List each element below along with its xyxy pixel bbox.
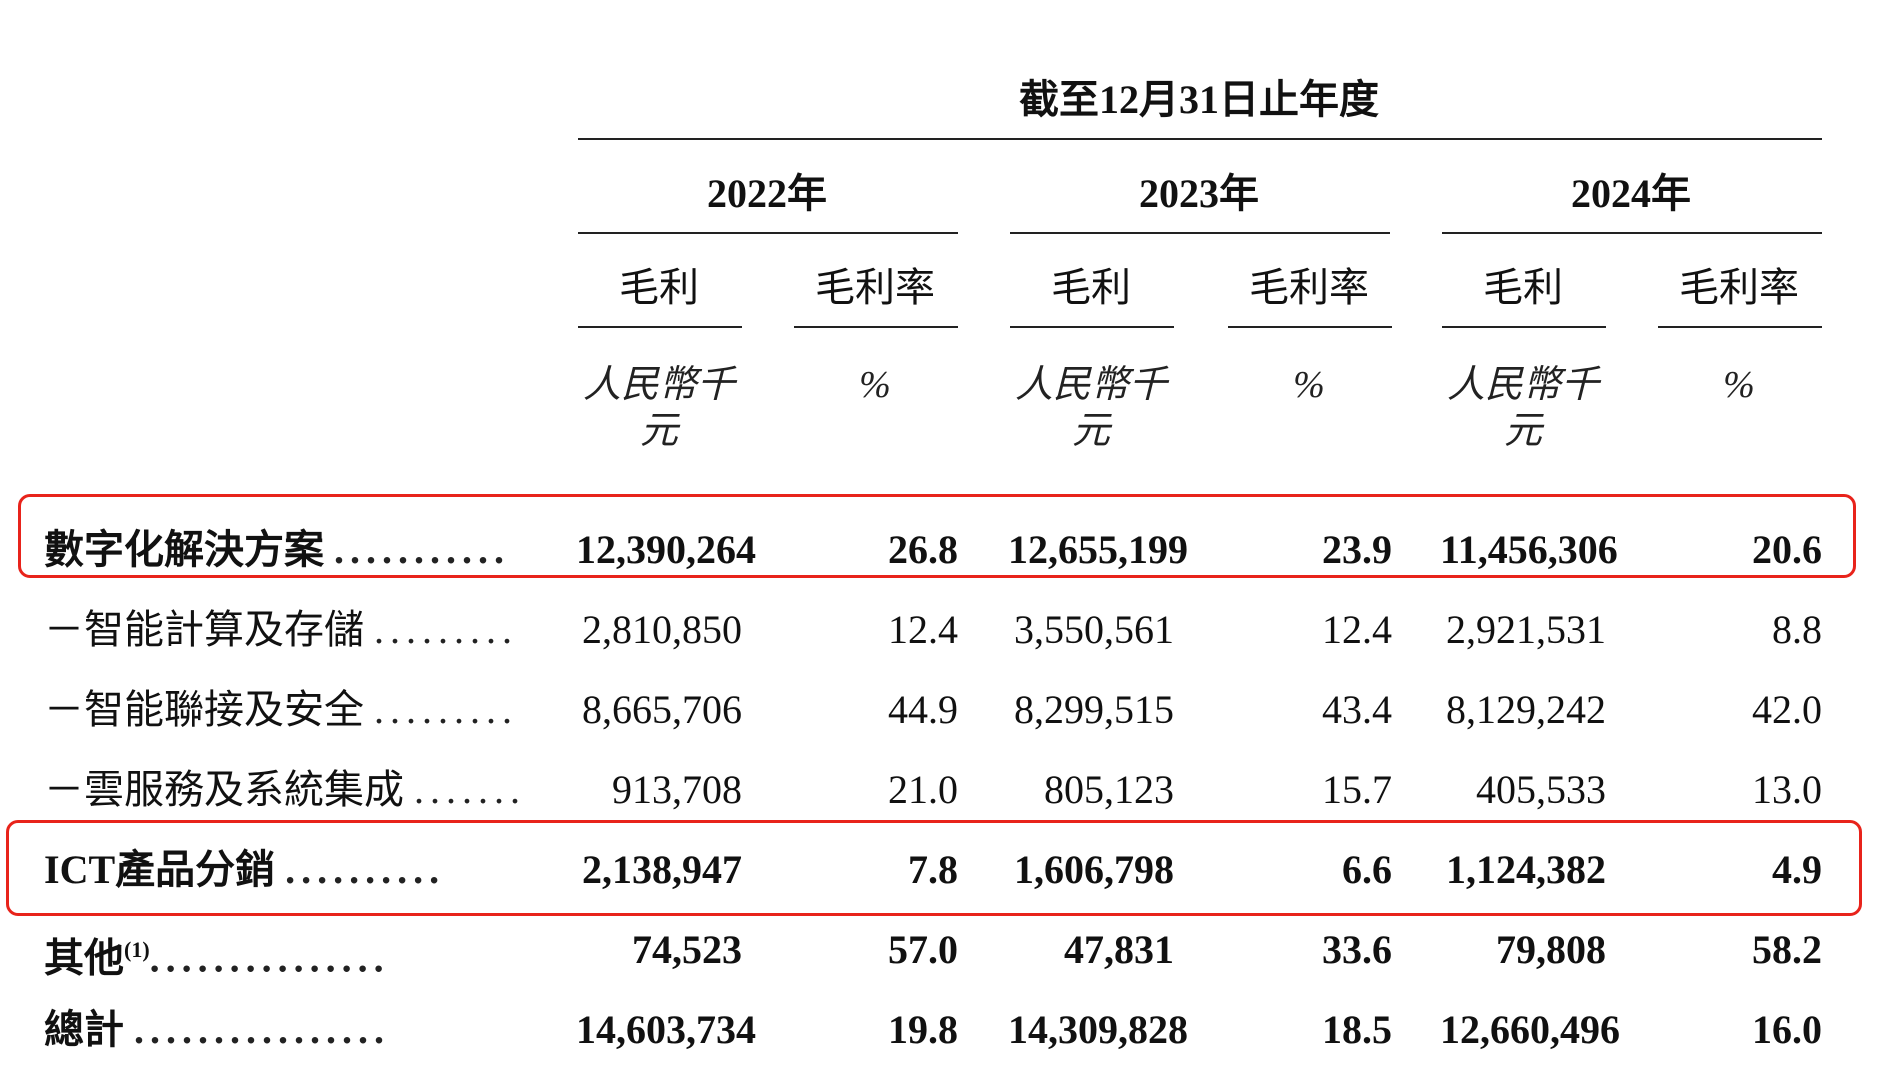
cell-margin-2022: 57.0 bbox=[888, 927, 958, 972]
year-rule-2024 bbox=[1442, 232, 1822, 234]
period-heading: 截至12月31日止年度 bbox=[1019, 77, 1379, 122]
cell-margin-2023: 18.5 bbox=[1322, 1007, 1392, 1052]
cell-gross-profit-2024: 405,533 bbox=[1476, 767, 1606, 812]
sub-rule bbox=[1010, 326, 1174, 328]
cell-gross-profit-2023: 12,655,199 bbox=[1008, 527, 1188, 572]
cell-margin-2022: 44.9 bbox=[888, 687, 958, 732]
cell-gross-profit-2024: 12,660,496 bbox=[1440, 1007, 1620, 1052]
cell-gross-profit-2022: 913,708 bbox=[612, 767, 742, 812]
row-label: ICT產品分銷 .......... bbox=[44, 847, 446, 892]
footnote-marker: (1) bbox=[124, 937, 150, 962]
cell-margin-2022: 21.0 bbox=[888, 767, 958, 812]
cell-margin-2024: 8.8 bbox=[1772, 607, 1822, 652]
cell-gross-profit-2023: 14,309,828 bbox=[1008, 1007, 1188, 1052]
sub-rule bbox=[1442, 326, 1606, 328]
cell-margin-2024: 4.9 bbox=[1772, 847, 1822, 892]
cell-margin-2022: 19.8 bbox=[888, 1007, 958, 1052]
cell-gross-profit-2023: 1,606,798 bbox=[1014, 847, 1174, 892]
year-2022: 2022年 bbox=[707, 171, 827, 216]
unit-percent-2022: % bbox=[859, 364, 891, 406]
unit-currency-2024: 人民幣千元 bbox=[1446, 364, 1599, 452]
sub-margin-2023: 毛利率 bbox=[1249, 265, 1369, 310]
year-2023: 2023年 bbox=[1139, 171, 1259, 216]
cell-gross-profit-2023: 805,123 bbox=[1044, 767, 1174, 812]
unit-percent-2024: % bbox=[1723, 364, 1755, 406]
sub-gross-profit-2022: 毛利 bbox=[619, 265, 699, 310]
year-rule-2022 bbox=[578, 232, 958, 234]
row-label: －智能聯接及安全 .......... bbox=[44, 687, 520, 732]
cell-gross-profit-2023: 47,831 bbox=[1064, 927, 1174, 972]
sub-gross-profit-2024: 毛利 bbox=[1483, 265, 1563, 310]
sub-gross-profit-2023: 毛利 bbox=[1051, 265, 1131, 310]
cell-gross-profit-2024: 8,129,242 bbox=[1446, 687, 1606, 732]
sub-rule bbox=[1228, 326, 1392, 328]
sub-rule bbox=[1658, 326, 1822, 328]
sub-margin-2024: 毛利率 bbox=[1679, 265, 1799, 310]
cell-gross-profit-2024: 11,456,306 bbox=[1440, 527, 1618, 572]
table-row-total: 總計 ................ 14,603,734 19.8 14,3… bbox=[0, 1000, 1882, 1060]
cell-margin-2023: 6.6 bbox=[1342, 847, 1392, 892]
row-label: 其他(1)............... bbox=[44, 935, 390, 980]
cell-gross-profit-2022: 2,810,850 bbox=[582, 607, 742, 652]
row-label: 數字化解決方案 ........... bbox=[44, 527, 510, 572]
row-label: 總計 ................ bbox=[44, 1007, 390, 1052]
highlight-box-digital-solutions bbox=[18, 494, 1856, 578]
unit-currency-2022: 人民幣千元 bbox=[582, 364, 735, 452]
cell-gross-profit-2024: 1,124,382 bbox=[1446, 847, 1606, 892]
row-label: －智能計算及存儲 .......... bbox=[44, 607, 520, 652]
unit-percent-2023: % bbox=[1293, 364, 1325, 406]
cell-margin-2024: 42.0 bbox=[1752, 687, 1822, 732]
sub-rule bbox=[578, 326, 742, 328]
table-row-digital-solutions: 數字化解決方案 ........... 12,390,264 26.8 12,6… bbox=[0, 520, 1882, 580]
period-rule bbox=[578, 138, 1822, 140]
cell-margin-2023: 15.7 bbox=[1322, 767, 1392, 812]
year-2024: 2024年 bbox=[1571, 171, 1691, 216]
cell-gross-profit-2024: 2,921,531 bbox=[1446, 607, 1606, 652]
cell-gross-profit-2022: 12,390,264 bbox=[576, 527, 756, 572]
table-row-connectivity-security: －智能聯接及安全 .......... 8,665,706 44.9 8,299… bbox=[0, 680, 1882, 740]
table-row-cloud-integration: －雲服務及系統集成 ......... 913,708 21.0 805,123… bbox=[0, 760, 1882, 820]
cell-margin-2024: 16.0 bbox=[1752, 1007, 1822, 1052]
cell-margin-2023: 12.4 bbox=[1322, 607, 1392, 652]
table-row-computing-storage: －智能計算及存儲 .......... 2,810,850 12.4 3,550… bbox=[0, 600, 1882, 660]
cell-gross-profit-2022: 74,523 bbox=[632, 927, 742, 972]
unit-currency-2023: 人民幣千元 bbox=[1014, 364, 1167, 452]
sub-margin-2022: 毛利率 bbox=[815, 265, 935, 310]
cell-gross-profit-2023: 8,299,515 bbox=[1014, 687, 1174, 732]
row-label: －雲服務及系統集成 ......... bbox=[44, 767, 520, 812]
table-row-ict-distribution: ICT產品分銷 .......... 2,138,947 7.8 1,606,7… bbox=[0, 840, 1882, 900]
cell-gross-profit-2022: 14,603,734 bbox=[576, 1007, 756, 1052]
cell-margin-2022: 7.8 bbox=[908, 847, 958, 892]
year-rule-2023 bbox=[1010, 232, 1390, 234]
cell-gross-profit-2024: 79,808 bbox=[1496, 927, 1606, 972]
cell-margin-2023: 43.4 bbox=[1322, 687, 1392, 732]
cell-margin-2024: 58.2 bbox=[1752, 927, 1822, 972]
cell-margin-2024: 20.6 bbox=[1752, 527, 1822, 572]
cell-margin-2023: 33.6 bbox=[1322, 927, 1392, 972]
highlight-box-ict-distribution bbox=[6, 820, 1862, 916]
sub-rule bbox=[794, 326, 958, 328]
cell-gross-profit-2023: 3,550,561 bbox=[1014, 607, 1174, 652]
cell-margin-2022: 26.8 bbox=[888, 527, 958, 572]
cell-margin-2022: 12.4 bbox=[888, 607, 958, 652]
table-row-others: 其他(1)............... 74,523 57.0 47,831 … bbox=[0, 920, 1882, 980]
cell-margin-2024: 13.0 bbox=[1752, 767, 1822, 812]
cell-margin-2023: 23.9 bbox=[1322, 527, 1392, 572]
cell-gross-profit-2022: 2,138,947 bbox=[582, 847, 742, 892]
cell-gross-profit-2022: 8,665,706 bbox=[582, 687, 742, 732]
